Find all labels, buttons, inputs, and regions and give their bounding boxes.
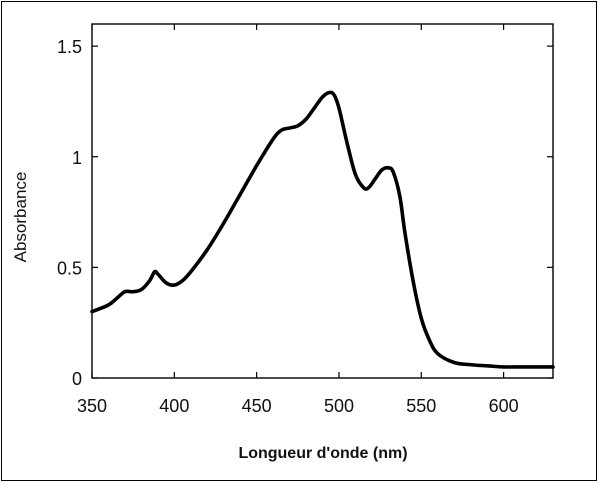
absorbance-series-line-0 — [90, 90, 555, 369]
x-tick-label-400: 400 — [159, 396, 189, 416]
plot-area-border — [91, 23, 554, 379]
x-tick-label-450: 450 — [242, 396, 272, 416]
x-tick-label-350: 350 — [77, 396, 107, 416]
y-tick-label-1.5: 1.5 — [57, 37, 82, 57]
y-tick-label-0: 0 — [72, 369, 82, 389]
y-tick-label-0.5: 0.5 — [57, 258, 82, 278]
x-tick-label-600: 600 — [489, 396, 519, 416]
y-axis-title: Absorbance — [11, 172, 30, 263]
y-tick-label-1: 1 — [72, 148, 82, 168]
x-tick-label-500: 500 — [324, 396, 354, 416]
x-axis-title: Longueur d'onde (nm) — [238, 445, 407, 462]
x-tick-label-550: 550 — [406, 396, 436, 416]
